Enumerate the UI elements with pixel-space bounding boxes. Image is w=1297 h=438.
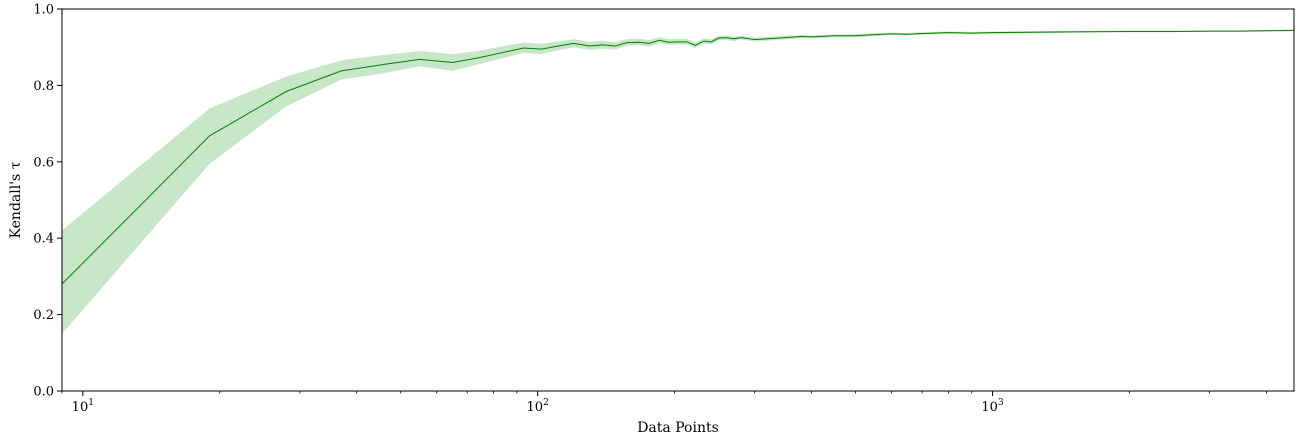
y-tick-label: 0.8 [33,79,54,94]
y-tick-label: 1.0 [33,3,54,18]
y-tick-label: 0.6 [33,155,54,170]
x-tick-label: 102 [527,398,549,415]
series-line-layer [61,29,1295,285]
y-axis-label: Kendall's τ [8,161,24,238]
series-line [61,29,1295,285]
x-axis-label: Data Points [637,420,719,436]
confidence-band [62,29,1294,334]
y-axis-ticks: 0.0 0.2 0.4 0.6 0.8 1.0 [33,3,62,400]
y-tick-label: 0.2 [33,308,54,323]
y-tick-label: 0.4 [33,232,54,247]
confidence-band-layer [62,29,1294,334]
y-tick-label: 0.0 [33,385,54,400]
x-axis-ticks: 101 102 103 [61,391,1267,415]
x-tick-label: 101 [72,398,94,415]
plot-frame [61,8,1295,392]
x-tick-label: 103 [981,398,1004,415]
